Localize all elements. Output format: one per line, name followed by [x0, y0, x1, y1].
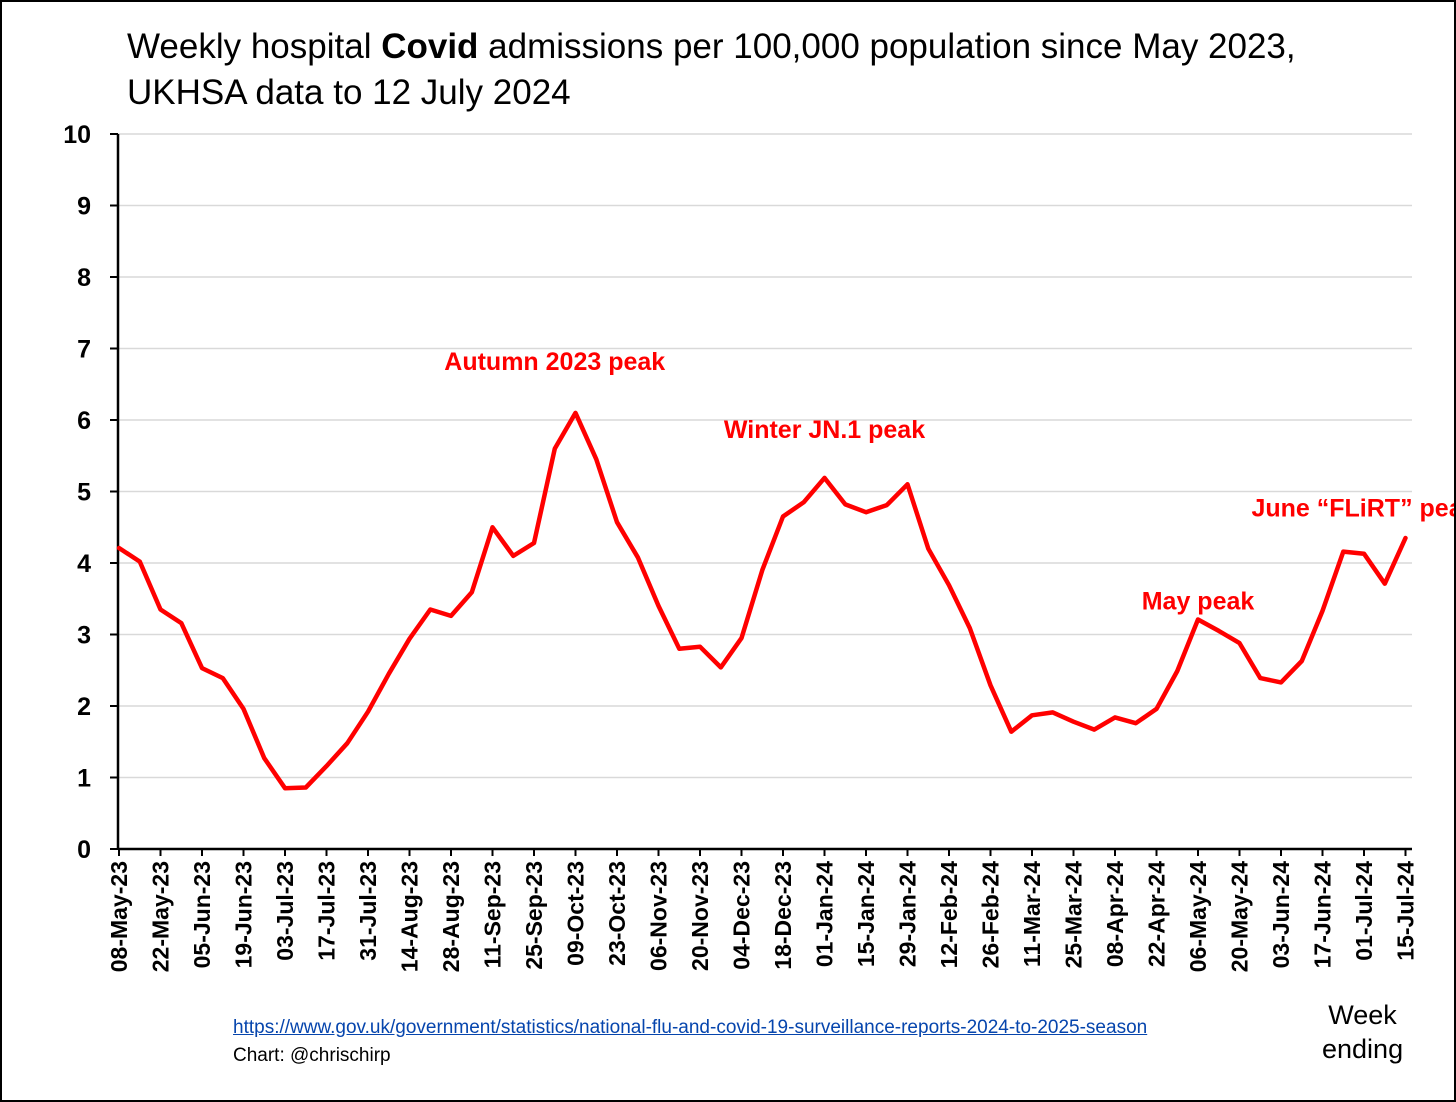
x-tick-label: 11-Mar-24: [1019, 861, 1045, 967]
x-tick-label: 03-Jun-24: [1268, 861, 1294, 969]
x-tick-label: 23-Oct-23: [604, 861, 630, 966]
y-tick-label: 7: [77, 336, 91, 364]
x-tick-label: 20-May-24: [1227, 861, 1253, 972]
y-tick-label: 6: [77, 407, 91, 435]
x-tick-label: 20-Nov-23: [687, 861, 713, 971]
peak-annotation: May peak: [1142, 587, 1255, 615]
peak-annotation: Winter JN.1 peak: [724, 416, 925, 444]
y-tick-label: 5: [77, 479, 91, 507]
x-tick-label: 03-Jul-23: [272, 861, 298, 961]
x-tick-label: 18-Dec-23: [770, 861, 796, 970]
x-tick-label: 22-Apr-24: [1144, 861, 1170, 967]
x-tick-label: 06-May-24: [1185, 861, 1211, 972]
x-axis-label-line-2: ending: [1322, 1034, 1404, 1064]
x-tick-label: 01-Jan-24: [812, 861, 838, 967]
y-tick-label: 8: [77, 264, 91, 292]
x-tick-label: 25-Mar-24: [1061, 861, 1087, 969]
x-axis-label-line-1: Week: [1328, 1000, 1397, 1030]
y-tick-label: 9: [77, 193, 91, 221]
y-tick-label: 1: [77, 765, 91, 793]
chart-credit: Chart: @chrischirp: [233, 1045, 391, 1066]
x-tick-label: 22-May-23: [148, 861, 174, 972]
x-tick-label: 15-Jul-24: [1393, 861, 1419, 961]
x-axis-label: Week ending: [1322, 998, 1403, 1066]
series-line: [116, 410, 1408, 791]
y-tick-label: 3: [77, 622, 91, 650]
title-bold-word: Covid: [381, 27, 479, 66]
x-tick-label: 09-Oct-23: [563, 861, 589, 966]
x-tick-label: 11-Sep-23: [480, 861, 506, 968]
x-tick-label: 04-Dec-23: [729, 861, 755, 970]
y-tick-label: 0: [77, 836, 91, 864]
x-tick-label: 19-Jun-23: [231, 861, 257, 968]
peak-annotation: June “FLiRT” peak: [1251, 495, 1454, 523]
title-part-2: admissions per 100,000 population since …: [478, 27, 1296, 66]
source-link[interactable]: https://www.gov.uk/government/statistics…: [233, 1017, 1148, 1038]
x-tick-label: 12-Feb-24: [936, 861, 962, 969]
x-tick-label: 17-Jun-24: [1310, 861, 1336, 969]
y-tick-label: 10: [63, 121, 91, 149]
x-tick-label: 25-Sep-23: [521, 861, 547, 970]
x-tick-label: 15-Jan-24: [853, 861, 879, 967]
x-tick-label: 14-Aug-23: [397, 861, 423, 972]
title-line-1: Weekly hospital Covid admissions per 100…: [127, 24, 1296, 70]
x-tick-label: 28-Aug-23: [438, 861, 464, 972]
title-part-1: Weekly hospital: [127, 27, 382, 66]
x-tick-label: 01-Jul-24: [1351, 861, 1377, 961]
x-tick-label: 26-Feb-24: [978, 861, 1004, 969]
x-tick-label: 06-Nov-23: [646, 861, 672, 971]
title-line-2: UKHSA data to 12 July 2024: [127, 73, 571, 112]
x-tick-label: 08-Apr-24: [1102, 861, 1128, 967]
x-tick-label: 31-Jul-23: [355, 861, 381, 961]
y-tick-label: 2: [77, 693, 91, 721]
x-tick-label: 17-Jul-23: [314, 861, 340, 961]
x-tick-label: 29-Jan-24: [895, 861, 921, 967]
x-tick-label: 08-May-23: [106, 861, 132, 972]
y-tick-label: 4: [77, 550, 91, 578]
x-tick-label: 05-Jun-23: [189, 861, 215, 968]
peak-annotation: Autumn 2023 peak: [444, 348, 665, 376]
chart-title: Weekly hospital Covid admissions per 100…: [127, 24, 1296, 116]
